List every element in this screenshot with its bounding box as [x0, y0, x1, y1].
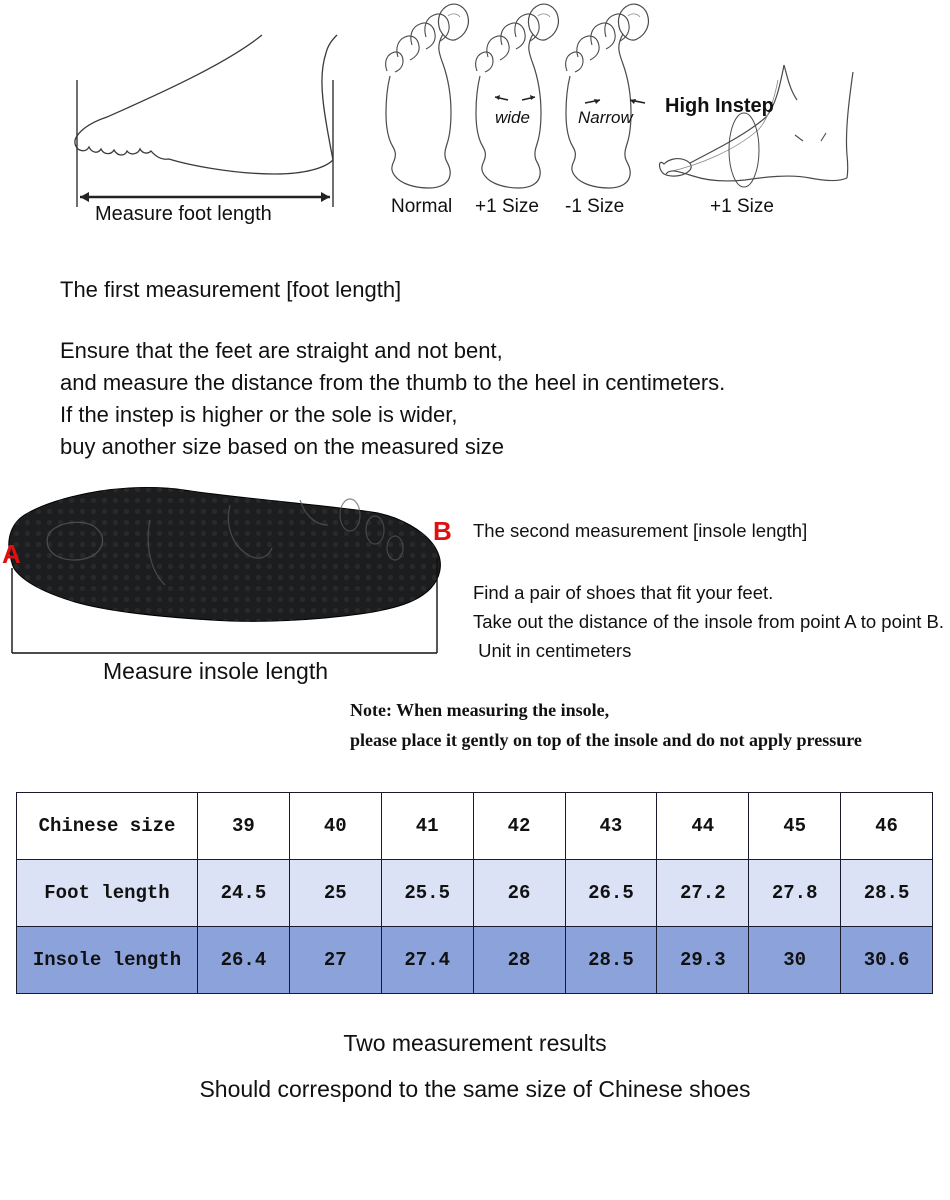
svg-text:B: B [433, 516, 452, 546]
svg-text:A: A [2, 539, 21, 569]
